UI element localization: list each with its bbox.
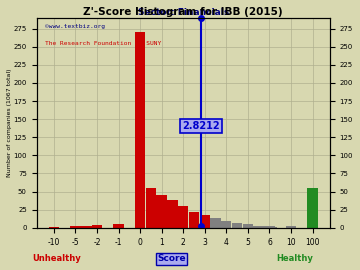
Text: Unhealthy: Unhealthy — [33, 254, 81, 264]
Bar — [92, 225, 102, 228]
Bar — [157, 195, 167, 228]
Text: The Research Foundation of SUNY: The Research Foundation of SUNY — [45, 41, 162, 46]
Bar — [199, 215, 210, 228]
Bar — [232, 223, 242, 228]
Bar — [135, 32, 145, 228]
Bar — [189, 212, 199, 228]
Bar — [113, 224, 124, 228]
Text: Sector: Financials: Sector: Financials — [138, 8, 229, 17]
Title: Z'-Score Histogram for IBB (2015): Z'-Score Histogram for IBB (2015) — [84, 7, 283, 17]
Text: Healthy: Healthy — [276, 254, 313, 264]
Bar — [49, 227, 59, 228]
Bar — [178, 206, 188, 228]
Bar — [253, 226, 264, 228]
Bar — [70, 226, 81, 228]
Bar — [267, 227, 277, 228]
Bar — [210, 218, 221, 228]
Y-axis label: Number of companies (1067 total): Number of companies (1067 total) — [7, 69, 12, 177]
Bar — [307, 226, 318, 228]
Bar — [307, 217, 318, 228]
Bar — [85, 226, 95, 228]
Bar — [146, 188, 156, 228]
Text: Score: Score — [157, 254, 186, 264]
Bar — [167, 200, 177, 228]
Text: 2.8212: 2.8212 — [182, 122, 220, 131]
Text: ©www.textbiz.org: ©www.textbiz.org — [45, 24, 105, 29]
Bar — [221, 221, 231, 228]
Bar — [307, 188, 318, 228]
Bar — [264, 226, 275, 228]
Bar — [243, 224, 253, 228]
Bar — [77, 226, 88, 228]
Bar — [286, 226, 296, 228]
